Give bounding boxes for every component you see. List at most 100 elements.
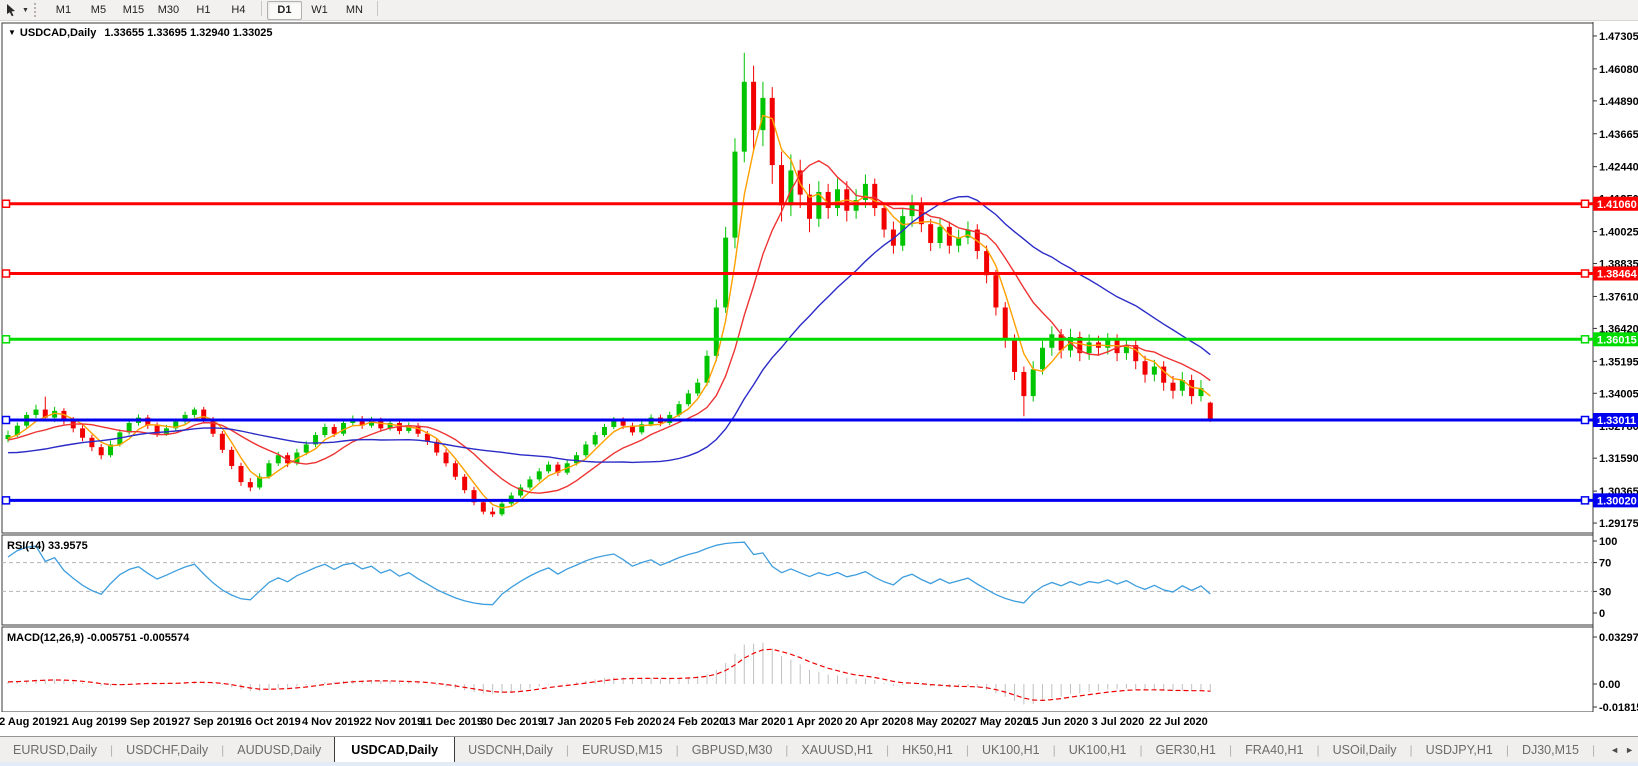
candle-body [629, 425, 635, 433]
horizontal-line-1.33011[interactable]: 1.33011 [1, 413, 1638, 428]
candle-body [1142, 361, 1148, 375]
ma-line-medium[interactable] [7, 160, 1211, 494]
cursor-tool-icon[interactable] [3, 2, 21, 18]
line-handle[interactable] [1580, 335, 1590, 344]
candle-body [993, 275, 999, 308]
timeframe-button-m5[interactable]: M5 [90, 4, 107, 16]
candle-body [368, 420, 374, 426]
candle-body [378, 420, 384, 429]
candle-body [303, 444, 309, 453]
price-axis[interactable] [1593, 22, 1638, 712]
chart-tab-uk100-h1[interactable]: UK100,H1 [981, 742, 1040, 757]
line-handle[interactable] [1580, 496, 1590, 505]
line-handle[interactable] [1580, 415, 1590, 425]
horizontal-line-1.30020[interactable]: 1.30020 [1, 493, 1638, 508]
time-axis-label: 17 Jan 2020 [542, 716, 604, 728]
chart-tab-eurusd-daily[interactable]: EURUSD,Daily [13, 742, 98, 757]
horizontal-line-1.36015[interactable]: 1.36015 [1, 332, 1638, 347]
candle-body [89, 437, 95, 448]
price-badge [1593, 413, 1638, 428]
svg-text:30: 30 [1599, 586, 1611, 598]
candle-body [201, 409, 207, 421]
chevron-down-icon[interactable]: ▼ [22, 6, 29, 14]
toolbar-grip-handle[interactable] [33, 3, 40, 17]
line-handle[interactable] [1, 269, 11, 278]
line-handle[interactable] [1580, 269, 1590, 278]
svg-text:0.00: 0.00 [1599, 679, 1620, 691]
candle-body [751, 81, 757, 131]
candle-body [704, 355, 710, 383]
time-axis-label: 21 Aug 2019 [56, 716, 121, 728]
chart-tab-usdcad-daily[interactable]: USDCAD,Daily [334, 737, 456, 762]
timeframe-button-m1[interactable]: M1 [55, 4, 72, 16]
chart-tab-usdcnh-daily[interactable]: USDCNH,Daily [468, 742, 553, 757]
timeframe-button-d1[interactable]: D1 [266, 0, 302, 20]
svg-text:0.032972: 0.032972 [1599, 632, 1638, 644]
chart-tab-usdchf-daily[interactable]: USDCHF,Daily [126, 742, 209, 757]
macd-pane[interactable] [1, 626, 1594, 712]
timeframe-button-h4[interactable]: H4 [231, 4, 246, 16]
chart-tab-uk100-h1[interactable]: UK100,H1 [1068, 742, 1127, 757]
svg-text:1.35195: 1.35195 [1599, 356, 1638, 368]
candle-body [98, 447, 104, 456]
time-axis-label: 22 Nov 2019 [359, 716, 424, 728]
candle-body [555, 464, 561, 473]
timeframe-button-m30[interactable]: M30 [157, 4, 180, 16]
ma-line-slow[interactable] [7, 195, 1211, 464]
chart-tab-usoil-daily[interactable]: USOil,Daily [1332, 742, 1397, 757]
candle-body [434, 441, 440, 453]
timeframe-button-h1[interactable]: H1 [196, 4, 211, 16]
tab-scroll-right-icon[interactable]: ► [1625, 744, 1634, 755]
candle-body [807, 194, 813, 219]
chart-tab-audusd-daily[interactable]: AUDUSD,Daily [237, 742, 322, 757]
horizontal-line-1.41060[interactable]: 1.41060 [1, 196, 1638, 211]
chart-tab-xauusd-h1[interactable]: XAUUSD,H1 [801, 742, 873, 757]
tab-scroll-left-icon[interactable]: ◄ [1610, 744, 1620, 755]
line-handle[interactable] [1, 335, 11, 344]
candle-body [695, 382, 701, 394]
candle-body [1021, 371, 1027, 397]
rsi-line [7, 541, 1211, 606]
candle-body [5, 435, 11, 440]
price-badge [1593, 493, 1638, 508]
macd-signal-line [7, 648, 1211, 702]
candle-body [61, 410, 67, 421]
time-axis-label: 4 Nov 2019 [302, 716, 360, 728]
candle-body [42, 409, 48, 418]
ma-line-fast[interactable] [7, 114, 1211, 509]
chart-tab-dj30-m15[interactable]: DJ30,M15 [1521, 742, 1579, 757]
timeframe-button-w1[interactable]: W1 [311, 4, 328, 16]
chart-tab-eurusd-m15[interactable]: EURUSD,M15 [581, 742, 663, 757]
candle-body [1049, 334, 1055, 348]
candle-body [1133, 345, 1139, 362]
timeframe-button-m15[interactable]: M15 [122, 4, 145, 16]
line-handle[interactable] [1, 415, 11, 425]
svg-text:1.37610: 1.37610 [1599, 291, 1638, 303]
candle-body [779, 165, 785, 206]
candle-body [145, 417, 151, 426]
main-chart-pane[interactable] [1, 22, 1594, 534]
chart-tab-hk50-h1[interactable]: HK50,H1 [902, 742, 953, 757]
line-handle[interactable] [1580, 199, 1590, 209]
time-axis-label: 5 Feb 2020 [605, 716, 662, 728]
candle-body [499, 503, 505, 515]
rsi-pane[interactable] [1, 534, 1594, 626]
candle-body [33, 409, 39, 415]
timeframe-button-mn[interactable]: MN [345, 4, 363, 16]
svg-text:1.29175: 1.29175 [1599, 518, 1638, 530]
tab-separator: | [1139, 742, 1143, 757]
horizontal-line-1.38464[interactable]: 1.38464 [1, 266, 1638, 281]
chart-area[interactable]: 1.473051.460801.448901.436651.424401.412… [0, 22, 1638, 712]
chart-tab-gbpusd-m30[interactable]: GBPUSD,M30 [691, 742, 773, 757]
line-handle[interactable] [1, 496, 11, 505]
chart-tab-fra40-h1[interactable]: FRA40,H1 [1245, 742, 1304, 757]
candle-body [1002, 307, 1008, 340]
candle-body [490, 511, 496, 515]
time-axis[interactable]: 2 Aug 2019 21 Aug 2019 9 Sep 2019 27 Sep 20… [0, 712, 1638, 736]
chart-tab-ger30-h1[interactable]: GER30,H1 [1155, 742, 1217, 757]
line-handle[interactable] [1, 199, 11, 209]
collapse-triangle-icon[interactable]: ▼ [8, 28, 16, 37]
candle-body [52, 410, 58, 418]
chart-tab-usdjpy-h1[interactable]: USDJPY,H1 [1425, 742, 1493, 757]
